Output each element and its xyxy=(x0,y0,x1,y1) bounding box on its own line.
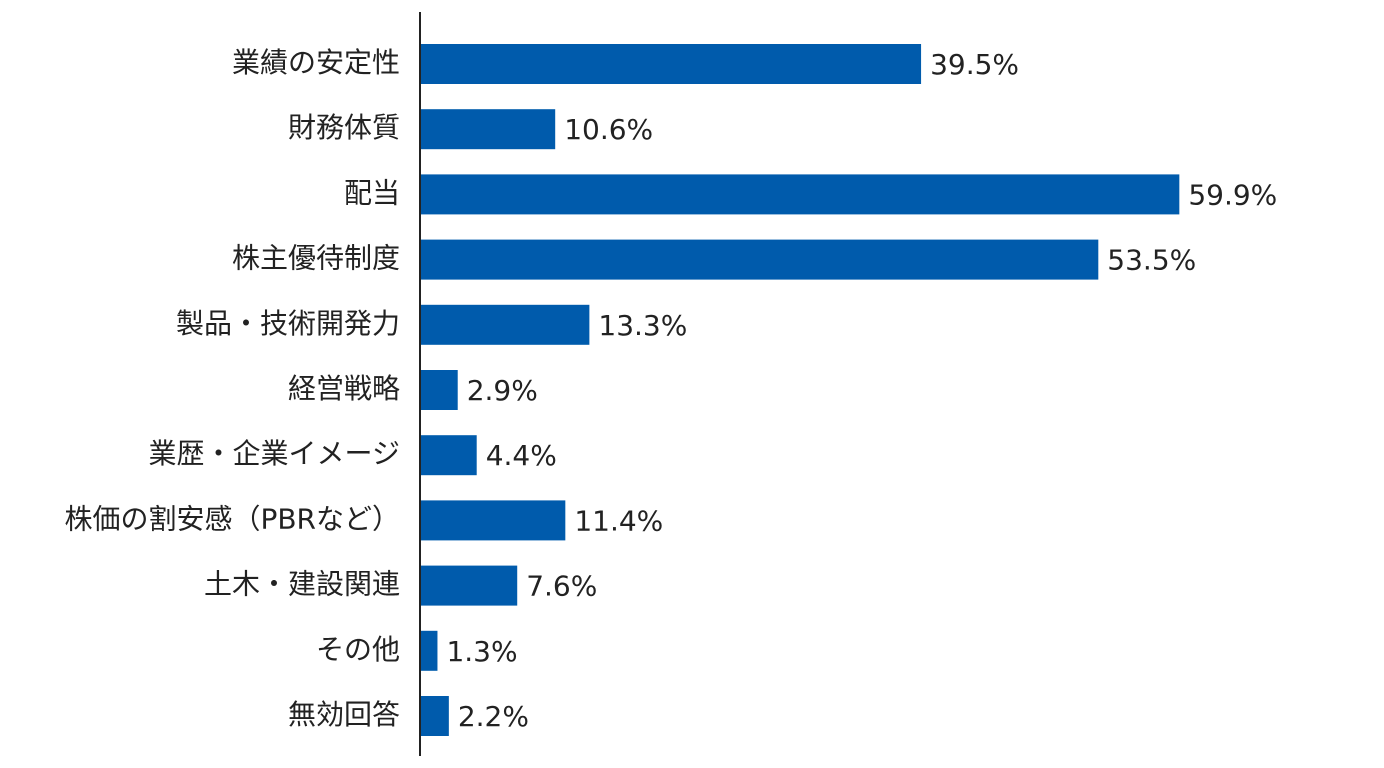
value-label: 2.2% xyxy=(458,700,529,733)
bar xyxy=(421,109,556,150)
category-label: 株主優待制度 xyxy=(232,242,400,275)
bar xyxy=(421,304,590,345)
category-label: 財務体質 xyxy=(288,111,400,144)
bar xyxy=(421,630,438,671)
category-label: 土木・建設関連 xyxy=(204,568,400,601)
bar xyxy=(421,370,458,410)
category-label: 配当 xyxy=(344,176,400,209)
bar xyxy=(421,174,1180,215)
bar xyxy=(421,44,922,84)
bar xyxy=(421,435,477,476)
value-label: 13.3% xyxy=(598,309,687,342)
category-label: 業歴・企業イメージ xyxy=(149,437,400,470)
value-label: 39.5% xyxy=(930,48,1019,81)
value-label: 11.4% xyxy=(574,504,663,537)
bar xyxy=(421,696,449,736)
value-label: 4.4% xyxy=(486,439,557,472)
bar xyxy=(421,500,566,541)
value-label: 1.3% xyxy=(446,635,517,668)
bar xyxy=(421,239,1099,280)
value-label: 10.6% xyxy=(564,113,653,146)
category-label: 経営戦略 xyxy=(288,372,400,405)
value-label: 53.5% xyxy=(1107,244,1196,277)
bar xyxy=(421,565,518,606)
value-label: 59.9% xyxy=(1188,178,1277,211)
category-label: その他 xyxy=(316,633,400,666)
value-label: 2.9% xyxy=(467,374,538,407)
value-label: 7.6% xyxy=(526,570,597,603)
category-label: 製品・技術開発力 xyxy=(176,307,400,340)
category-label: 株価の割安感（PBRなど） xyxy=(64,502,400,535)
category-label: 業績の安定性 xyxy=(232,46,400,79)
category-label: 無効回答 xyxy=(288,698,400,731)
